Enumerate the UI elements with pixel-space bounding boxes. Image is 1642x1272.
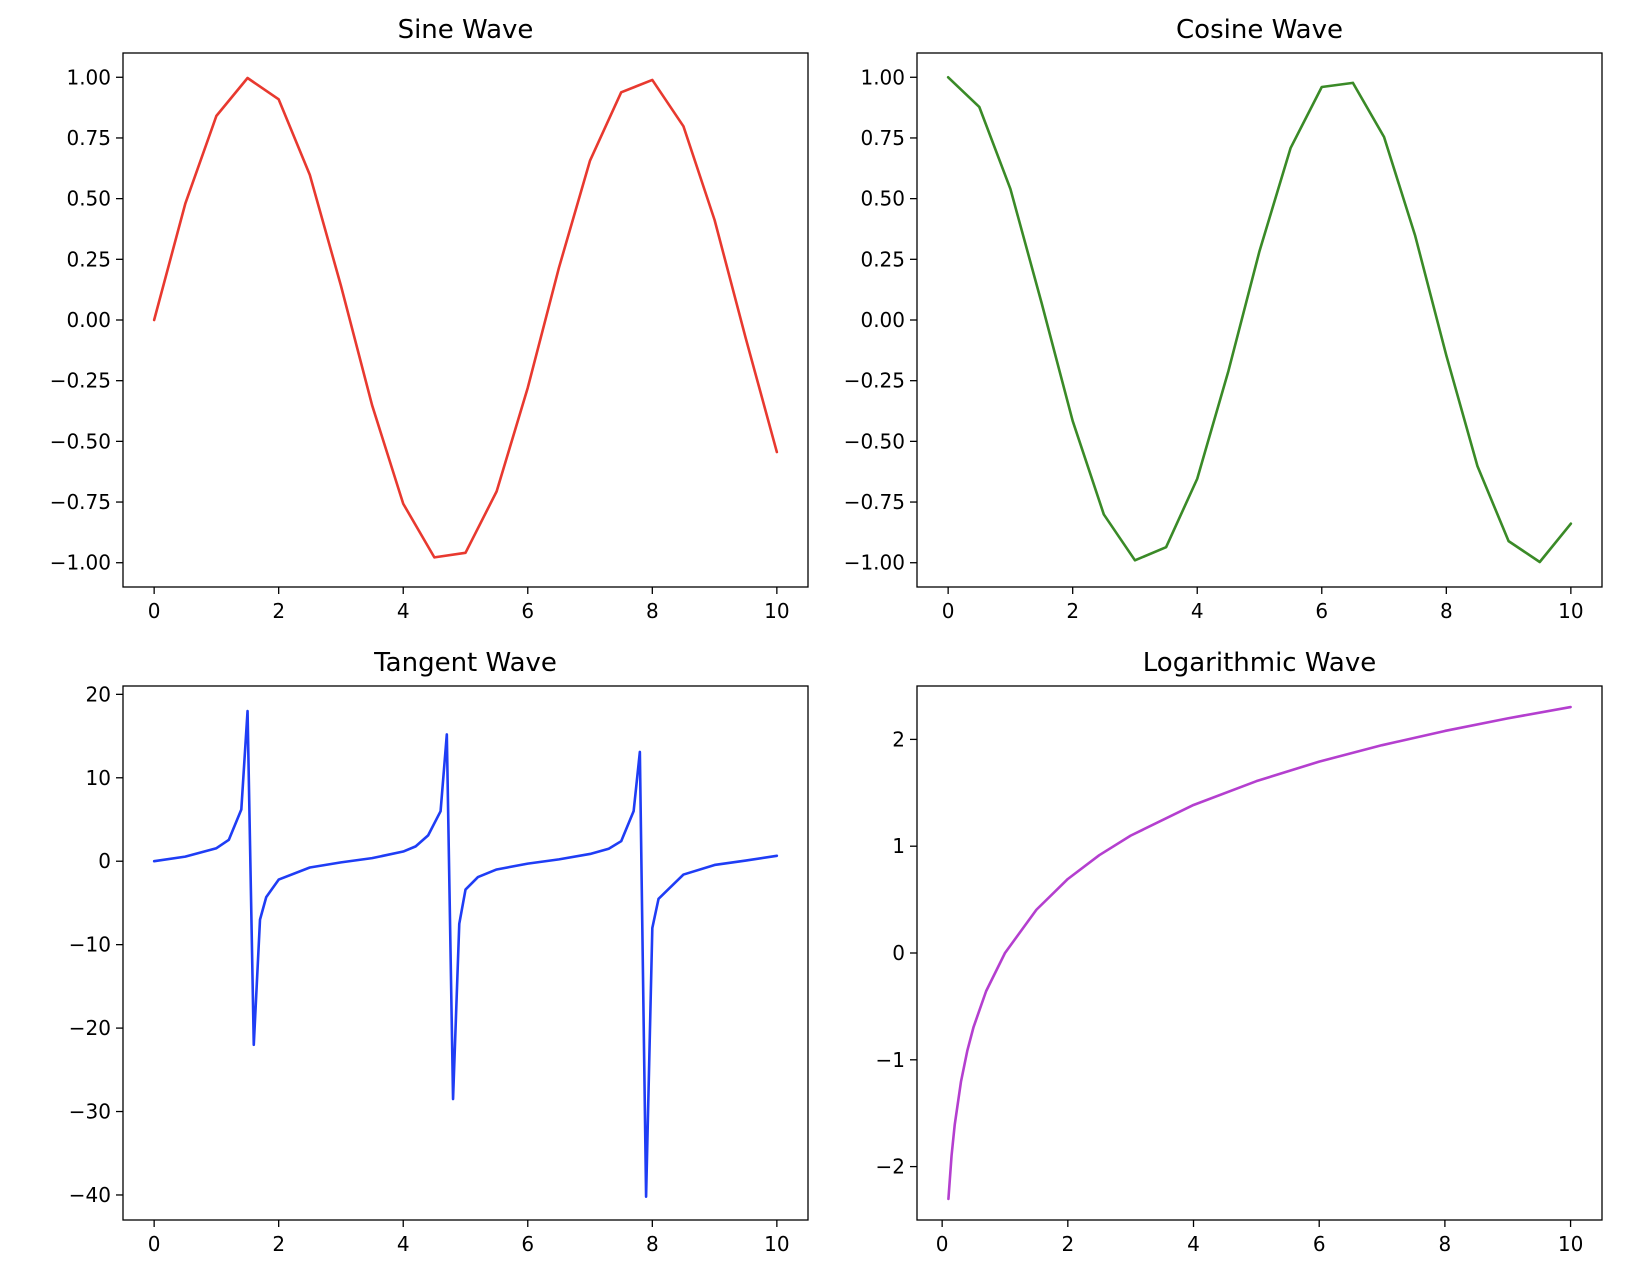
y-tick-label: 0 [892, 941, 905, 965]
subplot-1: 0 2 4 6 8 10 1.00 0.75 0.50 0.25 0.00 −0.25 −0.50 −0.… [50, 15, 809, 623]
y-tick-label: −1.00 [844, 551, 905, 575]
y-tick-label: 0.75 [860, 126, 905, 150]
x-tick-label: 0 [148, 599, 161, 623]
y-tick-label: −0.25 [50, 369, 111, 393]
y-tick-label: −2 [876, 1155, 905, 1179]
y-tick-label: 0.00 [66, 308, 111, 332]
subplot-title: Sine Wave [398, 15, 534, 45]
x-tick-label: 4 [1187, 1232, 1200, 1256]
x-tick-label: 8 [1439, 1232, 1452, 1256]
y-tick-label: 0.50 [860, 187, 905, 211]
y-tick-label: 1.00 [860, 65, 905, 89]
y-tick-label: 2 [892, 727, 905, 751]
y-tick-label: 1 [892, 834, 905, 858]
y-tick-label: 20 [86, 682, 111, 706]
series-line [152, 709, 779, 1198]
y-tick-label: −0.75 [844, 490, 905, 514]
y-tick-label: −20 [69, 1016, 111, 1040]
subplot-2: 0 2 4 6 8 10 1.00 0.75 0.50 0.25 0.00 −0.25 −0.50 −0.… [844, 15, 1603, 623]
x-tick-label: 8 [646, 599, 659, 623]
y-tick-label: 0.00 [860, 308, 905, 332]
y-tick-label: −0.50 [50, 429, 111, 453]
x-tick-label: 0 [936, 1232, 949, 1256]
y-tick-label: 0.75 [66, 126, 111, 150]
y-tick-label: 0.50 [66, 187, 111, 211]
x-tick-label: 4 [397, 1232, 410, 1256]
axes-frame [916, 685, 1603, 1221]
x-tick-label: 10 [764, 599, 789, 623]
y-tick-label: −1.00 [50, 551, 111, 575]
series-line [152, 76, 779, 559]
subplot-title: Logarithmic Wave [1143, 648, 1376, 678]
x-tick-label: 6 [1313, 1232, 1326, 1256]
y-tick-label: −0.50 [844, 429, 905, 453]
x-tick-label: 0 [148, 1232, 161, 1256]
y-tick-label: −10 [69, 933, 111, 957]
y-tick-label: 1.00 [66, 65, 111, 89]
x-tick-label: 10 [764, 1232, 789, 1256]
x-tick-label: 6 [521, 599, 534, 623]
x-tick-label: 2 [272, 1232, 285, 1256]
x-tick-label: 6 [1315, 599, 1328, 623]
series-line [946, 75, 1573, 564]
axes-frame [122, 685, 809, 1221]
y-tick-label: 10 [86, 766, 111, 790]
axes-frame [122, 52, 809, 588]
series-line [947, 705, 1572, 1201]
y-tick-label: 0.25 [66, 247, 111, 271]
x-tick-label: 8 [1440, 599, 1453, 623]
x-tick-label: 8 [646, 1232, 659, 1256]
subplot-3: 0 2 4 6 8 10 20 10 0 −10 −20 −30 −40 Tangent Wave [69, 648, 809, 1256]
y-tick-label: −40 [69, 1183, 111, 1207]
y-tick-label: −0.75 [50, 490, 111, 514]
y-tick-label: 0.25 [860, 247, 905, 271]
subplot-title: Cosine Wave [1176, 15, 1343, 45]
x-tick-label: 2 [1066, 599, 1079, 623]
subplot-title: Tangent Wave [373, 648, 557, 678]
x-tick-label: 10 [1558, 1232, 1583, 1256]
y-tick-label: −0.25 [844, 369, 905, 393]
x-tick-label: 10 [1558, 599, 1583, 623]
y-tick-label: 0 [98, 849, 111, 873]
x-tick-label: 2 [272, 599, 285, 623]
x-tick-label: 4 [397, 599, 410, 623]
x-tick-label: 0 [942, 599, 955, 623]
x-tick-label: 4 [1191, 599, 1204, 623]
x-tick-label: 2 [1061, 1232, 1074, 1256]
y-tick-label: −30 [69, 1100, 111, 1124]
x-tick-label: 6 [521, 1232, 534, 1256]
y-tick-label: −1 [876, 1048, 905, 1072]
axes-frame [916, 52, 1603, 588]
